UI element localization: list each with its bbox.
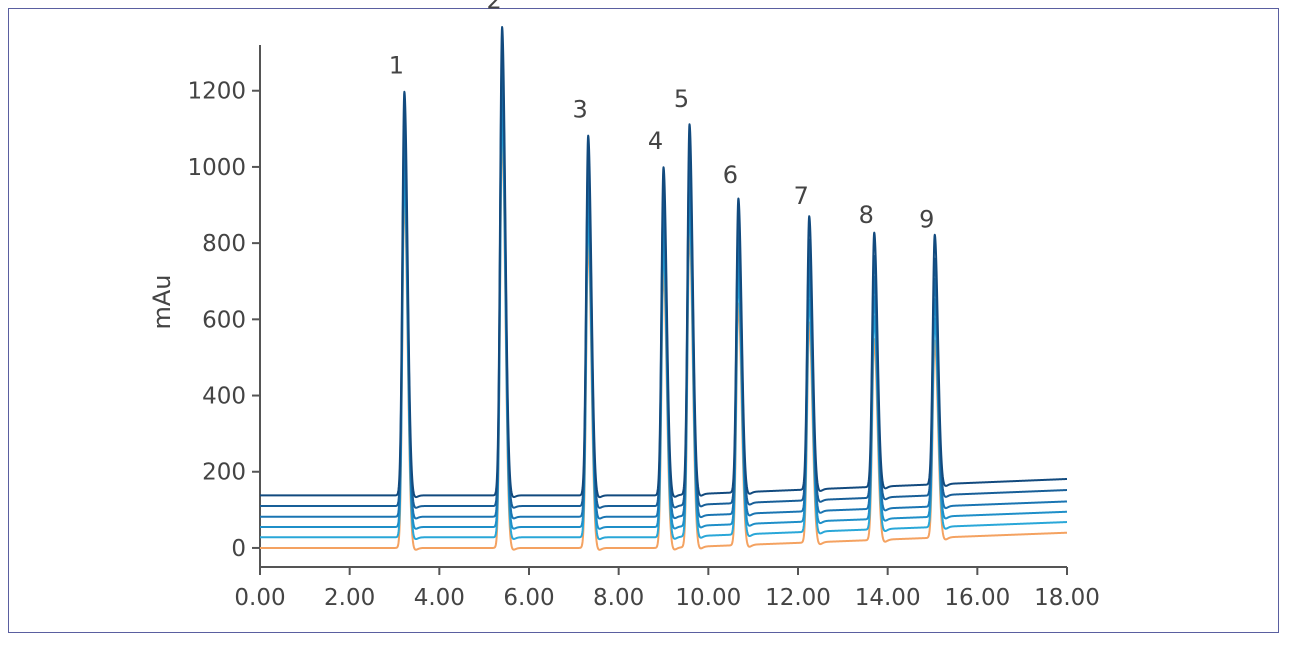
peak-label-9: 9	[919, 205, 934, 233]
x-tick-label: 16.00	[944, 585, 1010, 611]
peak-label-8: 8	[859, 201, 874, 229]
peak-label-2: 2	[486, 0, 501, 15]
series-trace-5	[259, 26, 1068, 499]
peak-label-7: 7	[794, 182, 809, 210]
chart-frame	[8, 8, 1279, 633]
peak-label-4: 4	[648, 127, 663, 155]
peak-label-6: 6	[723, 161, 738, 189]
y-tick-label: 1200	[187, 79, 246, 105]
x-tick-label: 10.00	[675, 585, 741, 611]
x-tick-label: 12.00	[765, 585, 831, 611]
axes: 0 200 400 600 800 1000 1200 0.00 2.00 4.00 6.00 8.0…	[187, 45, 1100, 611]
peak-labels: 1 2 3 45 6 7 8 9	[389, 0, 935, 233]
y-tick-label: 0	[231, 536, 246, 562]
x-tick-label: 0.00	[234, 585, 285, 611]
peak-label-3: 3	[573, 95, 588, 123]
x-tick-label: 18.00	[1034, 585, 1100, 611]
series-trace-2	[259, 93, 1068, 530]
y-tick-label: 200	[202, 460, 246, 486]
y-tick-label: 400	[202, 384, 246, 410]
x-tick-label: 2.00	[324, 585, 375, 611]
peak-label-1: 1	[389, 51, 404, 79]
x-tick-label: 14.00	[855, 585, 921, 611]
series-group	[259, 26, 1068, 551]
x-tick-label: 8.00	[593, 585, 644, 611]
x-tick-label: 6.00	[503, 585, 554, 611]
y-tick-label: 1000	[187, 155, 246, 181]
y-tick-label: 600	[202, 307, 246, 333]
peak-label-5: 5	[674, 85, 689, 113]
y-axis-title: mAu	[148, 274, 176, 329]
x-tick-label: 4.00	[414, 585, 465, 611]
y-tick-label: 800	[202, 231, 246, 257]
